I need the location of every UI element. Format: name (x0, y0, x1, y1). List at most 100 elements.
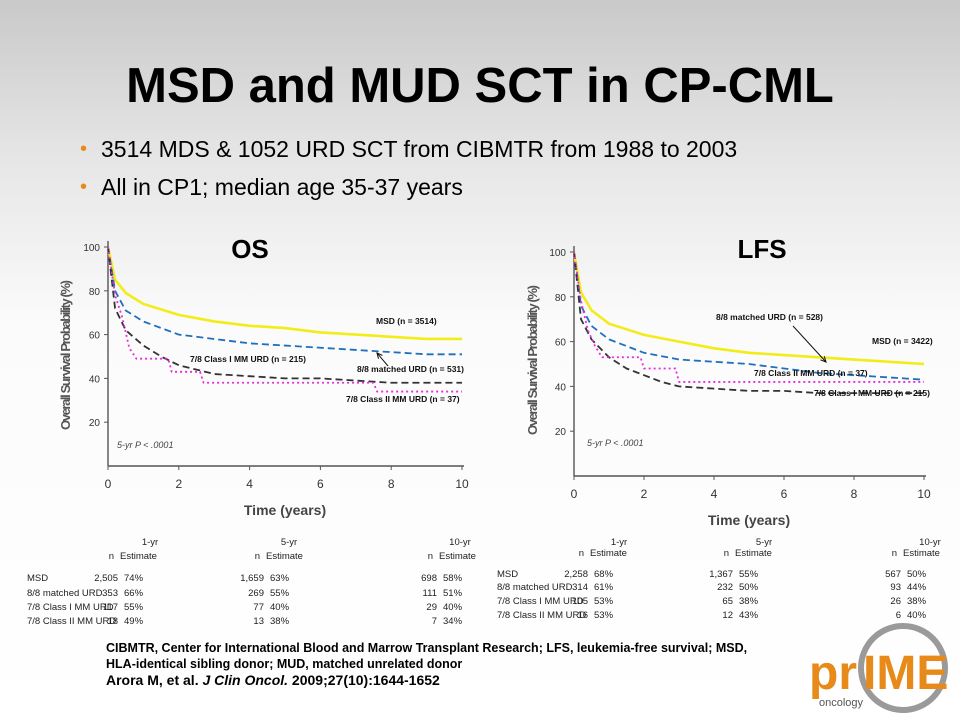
risk-table-subheader: n (108, 551, 114, 562)
series-line-1 (107, 246, 462, 356)
risk-table-n: 2,258 (564, 569, 588, 580)
risk-table-n: 13 (253, 616, 264, 627)
risk-table-n: 93 (890, 582, 901, 593)
x-tick-label: 6 (781, 487, 788, 501)
risk-table-subheader: n (891, 548, 897, 559)
y-tick-label: 20 (555, 427, 567, 438)
risk-table-estimate: 49% (124, 616, 144, 627)
risk-table-estimate: 55% (124, 602, 144, 613)
risk-table-n: 232 (717, 582, 733, 593)
risk-table-estimate: 53% (594, 596, 614, 607)
x-axis-label: Time (years) (244, 502, 326, 518)
chart-title: OS (231, 234, 269, 264)
risk-table-n: 7 (431, 616, 437, 627)
risk-table-estimate: 55% (739, 569, 759, 580)
risk-table-n: 269 (248, 588, 264, 599)
risk-table-n: 111 (422, 588, 437, 599)
x-tick-label: 2 (175, 477, 182, 491)
risk-table-estimate: 38% (739, 596, 759, 607)
risk-table-n: 6 (895, 610, 901, 621)
y-tick-label: 20 (89, 418, 101, 429)
series-label-urd: 8/8 matched URD (n = 528) (716, 312, 823, 322)
risk-table-estimate: 50% (739, 582, 759, 593)
x-tick-label: 10 (917, 487, 931, 501)
annotation-arrow (792, 325, 827, 363)
risk-table-estimate: 63% (270, 573, 290, 584)
y-tick-label: 60 (555, 338, 567, 349)
series-line-0 (106, 246, 462, 341)
risk-table-estimate: 44% (907, 582, 927, 593)
series-label-classII: 7/8 Class II MM URD (n = 37) (346, 394, 460, 404)
risk-table-estimate: 74% (124, 573, 144, 584)
risk-table-n: 29 (426, 602, 437, 613)
risk-table-n: 26 (890, 596, 901, 607)
series-line-2 (573, 251, 924, 395)
series-label-urd: 8/8 matched URD (n = 531) (357, 364, 464, 374)
risk-table-group-header: 5-yr (280, 537, 298, 548)
risk-table-n: 698 (421, 573, 437, 584)
risk-table-subheader: Estimate (120, 551, 157, 562)
risk-table-subheader: n (254, 551, 260, 562)
x-tick-label: 4 (711, 487, 718, 501)
risk-table-n: 18 (107, 616, 118, 627)
risk-table-estimate: 34% (443, 616, 463, 627)
risk-table-subheader: n (723, 548, 729, 559)
risk-table-row-label: 7/8 Class II MM URD (497, 610, 587, 621)
series-line-1 (573, 251, 925, 381)
risk-table-n: 105 (572, 596, 588, 607)
risk-table-row-label: MSD (497, 569, 519, 580)
footnote-line: CIBMTR, Center for International Blood a… (106, 641, 748, 655)
risk-table-subheader: Estimate (266, 551, 303, 562)
risk-table-subheader: Estimate (903, 548, 940, 559)
risk-table-row-label: 8/8 matched URD (497, 582, 573, 593)
risk-table-subheader: n (578, 548, 584, 559)
chart-title: LFS (737, 234, 786, 264)
risk-table-estimate: 68% (594, 569, 614, 580)
bullet-dot-icon: • (80, 137, 88, 160)
risk-table-row-label: MSD (27, 573, 49, 584)
risk-table-n: 314 (572, 582, 588, 593)
risk-table-estimate: 51% (443, 588, 463, 599)
risk-table-n: 77 (253, 602, 264, 613)
risk-table-row-label: 7/8 Class I MM URD (497, 596, 584, 607)
risk-table-n: 567 (885, 569, 901, 580)
y-axis-label: Overall Survival Probability (%) (58, 280, 73, 430)
series-label-classI: 7/8 Class I MM URD (n = 215) (814, 388, 930, 398)
x-tick-label: 8 (388, 477, 395, 491)
series-label-classI: 7/8 Class I MM URD (n = 215) (190, 354, 306, 364)
arrow-head-icon (820, 356, 827, 363)
risk-table-n: 117 (102, 602, 118, 613)
risk-table-subheader: Estimate (439, 551, 476, 562)
risk-table-estimate: 53% (594, 610, 614, 621)
risk-table-estimate: 40% (907, 610, 927, 621)
y-tick-label: 80 (555, 293, 567, 304)
risk-table-group-header: 1-yr (141, 537, 159, 548)
risk-table-n: 16 (577, 610, 588, 621)
x-tick-label: 10 (455, 477, 469, 491)
bullet-text: All in CP1; median age 35-37 years (101, 173, 463, 200)
reference: Arora M, et al. J Clin Oncol. 2009;27(10… (106, 672, 747, 688)
risk-table-n: 1,367 (709, 569, 733, 580)
logo-ime: IME (863, 647, 948, 700)
risk-table-subheader: Estimate (735, 548, 772, 559)
risk-table-estimate: 43% (739, 610, 759, 621)
prime-oncology-logo: pr IME oncology (805, 615, 955, 715)
risk-table-estimate: 38% (907, 596, 927, 607)
x-tick-label: 2 (641, 487, 648, 501)
risk-table-row-label: 7/8 Class I MM URD (27, 602, 114, 613)
series-line-2 (107, 246, 462, 384)
risk-table-row-label: 7/8 Class II MM URD (27, 616, 117, 627)
arrow-head-icon (376, 352, 383, 359)
x-tick-label: 4 (246, 477, 253, 491)
ref-rest: 2009;27(10):1644-1652 (288, 672, 440, 688)
risk-table-estimate: 40% (443, 602, 463, 613)
x-tick-label: 0 (571, 487, 578, 501)
risk-table-group-header: 10-yr (919, 537, 941, 548)
risk-table-n: 1,659 (240, 573, 264, 584)
y-tick-label: 40 (555, 382, 567, 393)
logo-sub: oncology (819, 697, 864, 709)
risk-table-group-header: 5-yr (755, 537, 773, 548)
risk-table-n: 65 (722, 596, 733, 607)
p-value-label: 5-yr P < .0001 (117, 440, 173, 450)
